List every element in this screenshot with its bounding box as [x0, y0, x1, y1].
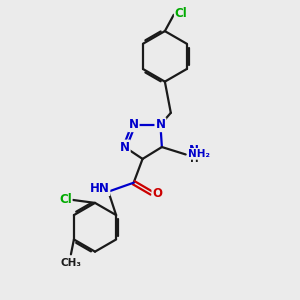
Text: O: O: [152, 187, 162, 200]
Text: NH₂: NH₂: [188, 149, 210, 159]
Text: N: N: [129, 118, 139, 131]
Text: Cl: Cl: [175, 7, 188, 20]
Text: N: N: [189, 144, 199, 158]
Text: CH₃: CH₃: [60, 258, 81, 268]
Text: HN: HN: [89, 182, 110, 195]
Text: Cl: Cl: [59, 194, 72, 206]
Text: H: H: [190, 154, 198, 164]
Text: N: N: [155, 118, 165, 131]
Text: N: N: [120, 140, 130, 154]
